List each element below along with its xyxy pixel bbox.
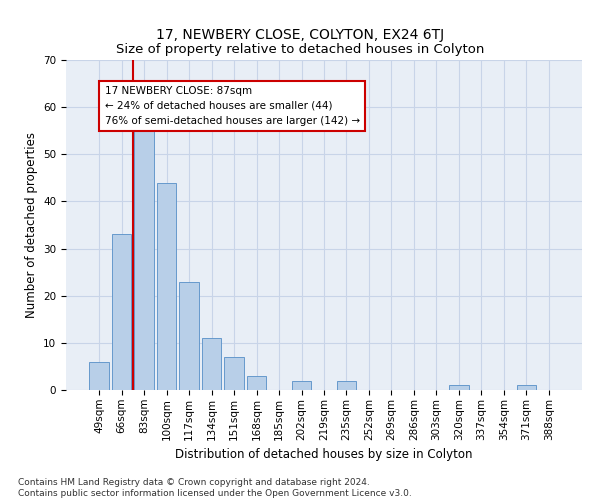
- Bar: [517, 386, 536, 390]
- Bar: [202, 338, 221, 390]
- Text: 17 NEWBERY CLOSE: 87sqm
← 24% of detached houses are smaller (44)
76% of semi-de: 17 NEWBERY CLOSE: 87sqm ← 24% of detache…: [104, 86, 360, 126]
- Text: Contains HM Land Registry data © Crown copyright and database right 2024.
Contai: Contains HM Land Registry data © Crown c…: [18, 478, 412, 498]
- Text: Size of property relative to detached houses in Colyton: Size of property relative to detached ho…: [116, 42, 484, 56]
- Bar: [292, 380, 311, 390]
- Bar: [224, 357, 244, 390]
- Bar: [157, 182, 176, 390]
- Bar: [134, 126, 154, 390]
- Bar: [449, 386, 469, 390]
- Bar: [89, 362, 109, 390]
- Text: 17, NEWBERY CLOSE, COLYTON, EX24 6TJ: 17, NEWBERY CLOSE, COLYTON, EX24 6TJ: [156, 28, 444, 42]
- Bar: [112, 234, 131, 390]
- X-axis label: Distribution of detached houses by size in Colyton: Distribution of detached houses by size …: [175, 448, 473, 461]
- Y-axis label: Number of detached properties: Number of detached properties: [25, 132, 38, 318]
- Bar: [337, 380, 356, 390]
- Bar: [179, 282, 199, 390]
- Bar: [247, 376, 266, 390]
